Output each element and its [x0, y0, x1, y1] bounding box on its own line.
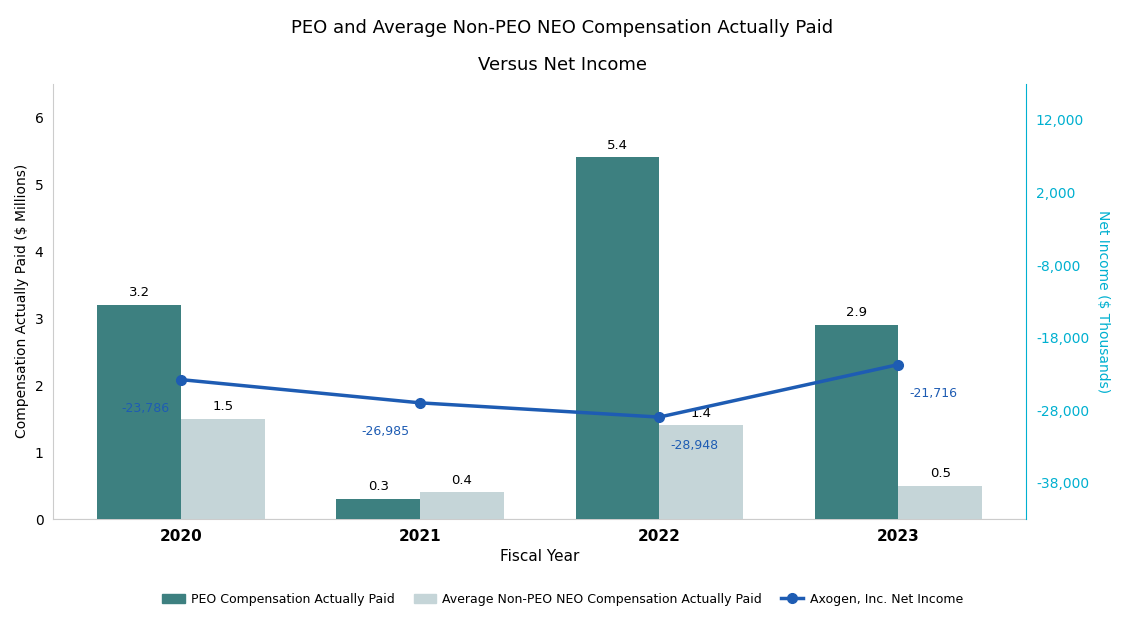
Text: 0.3: 0.3: [368, 480, 389, 493]
Text: -21,716: -21,716: [909, 387, 957, 400]
Bar: [181, 419, 264, 519]
Text: Versus Net Income: Versus Net Income: [478, 56, 647, 74]
Bar: [420, 492, 504, 519]
Text: PEO and Average Non-PEO NEO Compensation Actually Paid: PEO and Average Non-PEO NEO Compensation…: [291, 19, 834, 37]
Bar: [659, 426, 743, 519]
Y-axis label: Compensation Actually Paid ($ Millions): Compensation Actually Paid ($ Millions): [15, 164, 29, 439]
Text: -28,948: -28,948: [670, 439, 719, 452]
Text: 1.4: 1.4: [691, 407, 711, 420]
Bar: [576, 157, 659, 519]
Bar: [898, 485, 982, 519]
Text: 2.9: 2.9: [846, 307, 867, 319]
Text: 1.5: 1.5: [213, 400, 234, 413]
Bar: [98, 305, 181, 519]
Text: 0.4: 0.4: [451, 473, 472, 487]
X-axis label: Fiscal Year: Fiscal Year: [500, 549, 579, 564]
Text: 5.4: 5.4: [606, 139, 628, 151]
Text: -26,985: -26,985: [361, 425, 410, 438]
Text: 3.2: 3.2: [128, 286, 150, 299]
Legend: PEO Compensation Actually Paid, Average Non-PEO NEO Compensation Actually Paid, : PEO Compensation Actually Paid, Average …: [158, 587, 968, 611]
Text: 0.5: 0.5: [929, 467, 951, 480]
Y-axis label: Net Income ($ Thousands): Net Income ($ Thousands): [1096, 210, 1110, 393]
Text: -23,786: -23,786: [122, 402, 170, 415]
Bar: [336, 499, 420, 519]
Bar: [814, 325, 898, 519]
